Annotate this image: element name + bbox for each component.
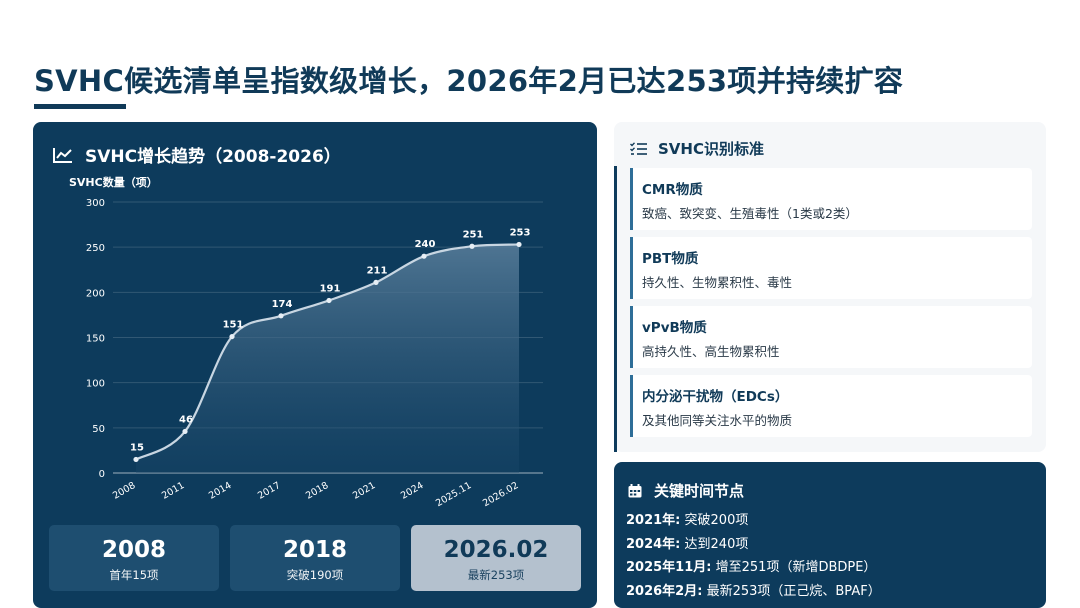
timeline-date: 2026年2月: <box>626 583 703 599</box>
criteria-desc: 及其他同等关注水平的物质 <box>642 413 793 428</box>
stat-number: 2026.02 <box>443 537 549 563</box>
y-tick-label: 200 <box>86 288 105 299</box>
data-point <box>182 428 188 435</box>
criteria-panel-title: SVHC识别标准 <box>658 140 764 158</box>
timeline-item: 2025年11月: 增至251项（新增DBDPE） <box>626 556 881 580</box>
stat-card-2018: 2018 突破190项 <box>230 525 400 591</box>
stat-caption: 最新253项 <box>467 568 525 582</box>
trend-panel-header: SVHC增长趋势（2008-2026） <box>53 142 341 167</box>
y-tick-label: 150 <box>86 334 105 345</box>
x-tick-label: 2017 <box>256 480 282 502</box>
data-label: 174 <box>272 299 293 310</box>
criteria-item-vpvb: vPvB物质 高持久性、高生物累积性 <box>630 306 1032 368</box>
line-chart-icon <box>53 147 72 163</box>
timeline-title: 关键时间节点 <box>654 482 745 500</box>
stat-number: 2008 <box>101 537 166 563</box>
criteria-list: CMR物质 致癌、致突变、生殖毒性（1类或2类） PBT物质 持久性、生物累积性… <box>630 168 1032 444</box>
y-axis-label: SVHC数量（项） <box>69 175 158 189</box>
criteria-name: CMR物质 <box>642 182 703 198</box>
data-label: 46 <box>179 414 193 425</box>
x-tick-label: 2018 <box>304 480 330 502</box>
data-label: 15 <box>130 442 144 453</box>
data-label: 211 <box>367 265 388 276</box>
series-line <box>135 243 520 461</box>
criteria-item-edc: 内分泌干扰物（EDCs） 及其他同等关注水平的物质 <box>630 375 1032 437</box>
y-tick-label: 300 <box>86 198 105 209</box>
x-tick-label: 2026.02 <box>481 480 521 509</box>
calendar-icon <box>628 483 642 497</box>
timeline-item: 2026年2月: 最新253项（正己烷、BPAF） <box>626 580 881 604</box>
data-point <box>373 279 379 285</box>
timeline-item: 2024年: 达到240项 <box>626 533 881 557</box>
x-tick-label: 2008 <box>111 480 137 502</box>
data-point <box>421 253 427 259</box>
timeline-event: 最新253项（正己烷、BPAF） <box>706 583 881 599</box>
criteria-desc: 致癌、致突变、生殖毒性（1类或2类） <box>642 206 858 221</box>
x-tick-label: 2011 <box>160 480 186 502</box>
y-tick-label: 0 <box>99 469 105 480</box>
data-point <box>278 313 284 319</box>
criteria-panel: SVHC识别标准 CMR物质 致癌、致突变、生殖毒性（1类或2类） PBT物质 … <box>614 122 1046 452</box>
criteria-item-cmr: CMR物质 致癌、致突变、生殖毒性（1类或2类） <box>630 168 1032 230</box>
timeline-event: 突破200项 <box>684 513 749 528</box>
timeline-list: 2021年: 突破200项 2024年: 达到240项 2025年11月: 增至… <box>626 509 881 603</box>
trend-panel-title: SVHC增长趋势（2008-2026） <box>85 147 341 167</box>
series-area <box>136 244 519 473</box>
svhc-trend-chart: SVHC数量（项） 0 50 100 150 200 250 300 15 2008 46 2011 1… <box>69 175 543 509</box>
data-point <box>133 456 139 463</box>
title-underline <box>34 104 126 109</box>
slide-title: SVHC候选清单呈指数级增长，2026年2月已达253项并持续扩容 <box>34 64 904 98</box>
criteria-item-pbt: PBT物质 持久性、生物累积性、毒性 <box>630 237 1032 299</box>
criteria-name: vPvB物质 <box>642 320 707 336</box>
checklist-icon <box>630 141 647 155</box>
timeline-event: 达到240项 <box>684 536 749 552</box>
data-label: 253 <box>510 227 531 238</box>
y-tick-label: 100 <box>86 379 105 390</box>
data-point <box>229 333 235 340</box>
stat-number: 2018 <box>282 537 347 563</box>
criteria-desc: 持久性、生物累积性、毒性 <box>642 275 793 290</box>
data-point <box>326 297 332 304</box>
data-label: 240 <box>415 239 436 250</box>
stat-card-2026: 2026.02 最新253项 <box>411 525 581 591</box>
x-tick-label: 2024 <box>399 480 425 502</box>
data-point <box>469 243 475 249</box>
x-tick-label: 2021 <box>351 480 377 502</box>
data-label: 251 <box>463 229 484 240</box>
x-tick-label: 2025.11 <box>434 480 474 509</box>
timeline-date: 2025年11月: <box>626 560 712 575</box>
stat-row: 2008 首年15项 2018 突破190项 2026.02 最新253项 <box>49 525 581 591</box>
timeline-date: 2021年: <box>626 513 681 528</box>
timeline-panel: 关键时间节点 2021年: 突破200项 2024年: 达到240项 2025年… <box>614 462 1046 608</box>
criteria-desc: 高持久性、高生物累积性 <box>642 344 780 359</box>
data-point <box>516 241 522 248</box>
y-tick-label: 50 <box>92 424 105 435</box>
criteria-panel-header: SVHC识别标准 <box>630 138 764 159</box>
data-label: 151 <box>223 320 244 331</box>
stat-caption: 首年15项 <box>109 568 159 582</box>
data-label: 191 <box>320 283 341 294</box>
timeline-item: 2021年: 突破200项 <box>626 509 881 533</box>
timeline-header: 关键时间节点 <box>628 480 744 501</box>
criteria-name: 内分泌干扰物（EDCs） <box>642 389 789 405</box>
x-tick-label: 2014 <box>207 480 233 502</box>
timeline-date: 2024年: <box>626 536 681 552</box>
criteria-name: PBT物质 <box>642 251 699 267</box>
trend-panel: SVHC数量（项） 0 50 100 150 200 250 300 15 2008 46 2011 1… <box>33 122 597 608</box>
criteria-accent-bar <box>614 166 617 452</box>
stat-card-2008: 2008 首年15项 <box>49 525 219 591</box>
stat-caption: 突破190项 <box>286 568 344 582</box>
y-tick-label: 250 <box>86 243 105 254</box>
timeline-event: 增至251项（新增DBDPE） <box>715 560 877 575</box>
